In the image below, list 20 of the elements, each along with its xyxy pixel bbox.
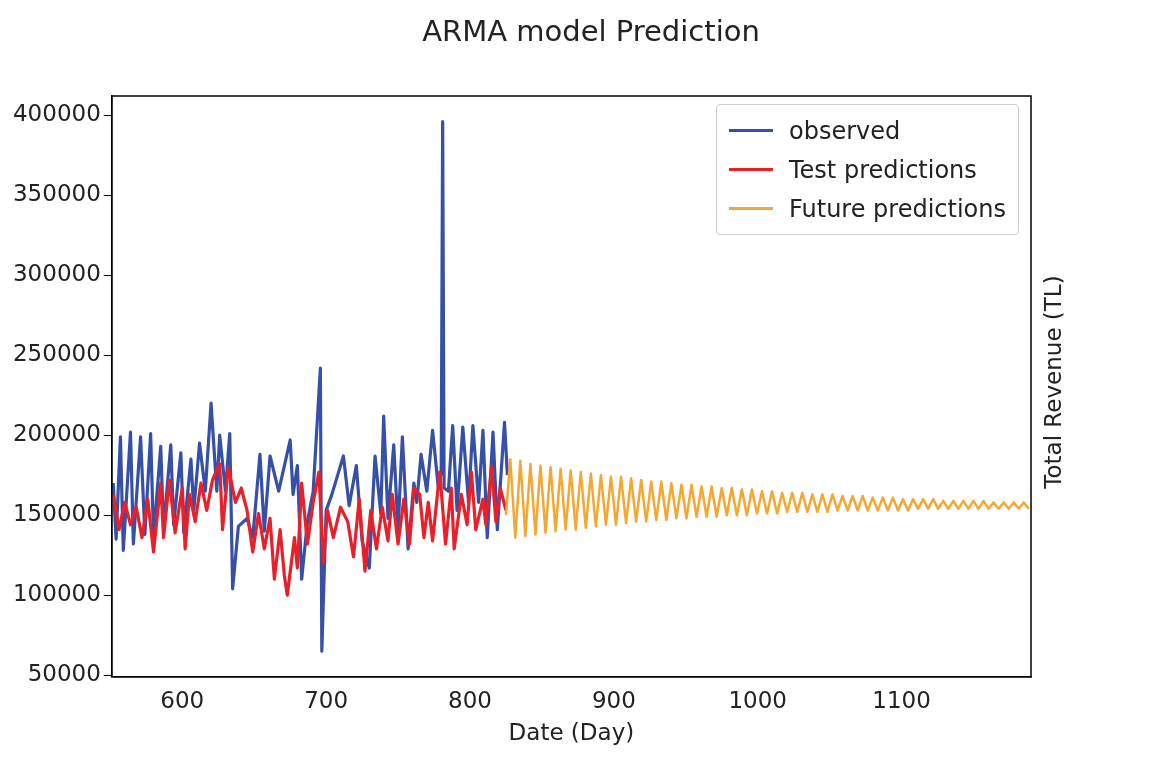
legend-label: Test predictions <box>789 155 977 184</box>
y-tick-label: 100000 <box>12 580 101 607</box>
x-tick-label: 900 <box>591 686 636 713</box>
x-tick-label: 700 <box>304 686 349 713</box>
y-tick-label: 200000 <box>12 420 101 447</box>
x-tick-label: 1000 <box>728 686 787 713</box>
y-tick-label: 400000 <box>12 100 101 127</box>
legend-label: Future predictions <box>789 194 1006 223</box>
chart-title: ARMA model Prediction <box>421 14 761 48</box>
y-tick-label: 300000 <box>12 260 101 287</box>
x-tick-label: 600 <box>160 686 205 713</box>
x-tick-label: 1100 <box>872 686 931 713</box>
y-tick-label: 250000 <box>12 340 101 367</box>
y-tick-label: 350000 <box>12 180 101 207</box>
y-tick-label: 50000 <box>27 660 101 687</box>
x-tick-label: 800 <box>448 686 492 713</box>
y-axis-title: Total Revenue (TL) <box>1040 275 1066 489</box>
y-tick-label: 150000 <box>12 500 101 527</box>
x-axis-title: Date (Day) <box>508 719 635 746</box>
legend-label: observed <box>789 116 901 145</box>
